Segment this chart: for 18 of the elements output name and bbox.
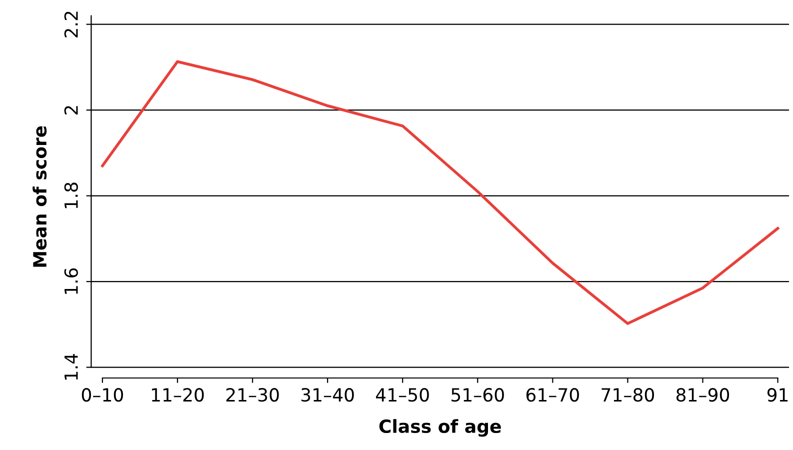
x-tick-label: 0–10 (82, 388, 123, 402)
line-series (101, 60, 780, 325)
x-tick-label: 81–90 (676, 388, 730, 402)
y-tick-label: 1.8 (64, 182, 78, 208)
x-tick-label: 61–70 (526, 388, 579, 402)
x-tick-label: 91 (767, 388, 788, 402)
x-axis-title: Class of age (379, 419, 501, 437)
y-axis-title: Mean of score (32, 126, 47, 267)
x-tick-label: 31–40 (301, 388, 354, 402)
x-tick-label: 71–80 (602, 388, 654, 402)
y-tick-label: 2.2 (64, 12, 78, 38)
x-tick-label: 51–60 (452, 388, 504, 402)
x-tick-label: 11–20 (152, 388, 204, 402)
x-tick-label: 41–50 (376, 388, 429, 402)
y-tick-label: 1.4 (64, 354, 78, 380)
y-tick-label: 1.6 (64, 268, 78, 294)
x-tick-label: 21–30 (226, 388, 279, 402)
y-tick-label: 2 (64, 106, 78, 114)
